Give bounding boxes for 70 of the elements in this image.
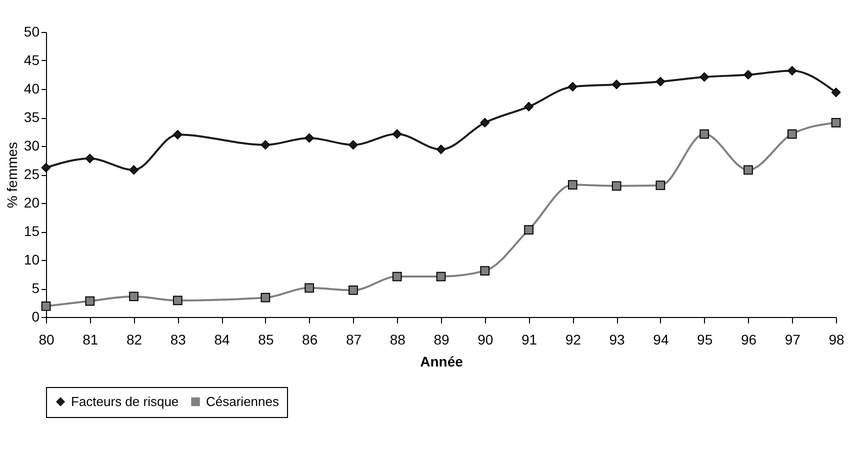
point (260, 140, 270, 150)
point (744, 70, 753, 80)
point (831, 88, 841, 98)
x-tick-label: 83 (170, 332, 186, 348)
point (568, 180, 578, 190)
y-tick-label: 15 (24, 223, 40, 239)
point (524, 225, 534, 234)
point (568, 82, 578, 92)
point (656, 76, 666, 86)
y-tick-label: 10 (24, 252, 40, 268)
x-axis-title: Année (420, 354, 464, 370)
point (787, 66, 797, 76)
point (656, 180, 666, 190)
point (392, 272, 402, 282)
y-tick-label: 20 (24, 194, 40, 210)
x-tick-label: 96 (740, 332, 757, 348)
point (129, 165, 138, 175)
point (129, 292, 138, 302)
point (348, 140, 358, 150)
point (744, 165, 753, 175)
point (260, 292, 270, 302)
point (304, 283, 314, 293)
legend-label: Facteurs de risque (71, 394, 179, 409)
x-tick-label: 88 (390, 332, 406, 348)
point (612, 80, 622, 90)
point (172, 130, 182, 140)
x-tick-label: 95 (697, 332, 713, 348)
point (85, 296, 95, 306)
point (787, 129, 797, 139)
point (480, 266, 490, 276)
point (172, 296, 182, 306)
x-tick-label: 84 (214, 332, 230, 348)
y-tick-label: 40 (24, 80, 40, 96)
x-tick-label: 89 (434, 332, 450, 348)
point (436, 272, 446, 282)
point (612, 181, 622, 191)
point (85, 154, 95, 164)
legend-label: Césariennes (206, 394, 280, 409)
point (436, 144, 446, 154)
x-tick-label: 90 (478, 332, 494, 348)
y-tick-label: 50 (24, 24, 40, 40)
x-tick-label: 85 (258, 332, 274, 348)
x-tick-label: 80 (38, 332, 54, 348)
point (524, 102, 534, 112)
x-tick-label: 86 (302, 332, 318, 348)
point (831, 118, 841, 128)
x-tick-label: 97 (784, 332, 801, 348)
x-tick-label: 92 (565, 332, 582, 348)
y-tick-label: 30 (24, 138, 40, 154)
y-axis-title: % femmes (4, 142, 20, 208)
y-tick-label: 0 (32, 308, 40, 324)
x-tick-label: 81 (82, 332, 98, 348)
x-tick-label: 87 (346, 332, 362, 348)
x-tick-label: 98 (828, 332, 844, 348)
x-tick-label: 93 (609, 332, 626, 348)
point (41, 301, 51, 311)
point (304, 133, 314, 143)
y-tick-label: 35 (24, 109, 40, 125)
x-tick-label: 82 (126, 332, 142, 348)
point (41, 162, 51, 172)
y-tick-label: 45 (24, 52, 40, 68)
point (480, 118, 490, 128)
y-tick-label: 5 (32, 280, 40, 296)
point (700, 72, 710, 82)
y-tick-label: 25 (24, 166, 40, 182)
point (392, 129, 402, 139)
point (348, 286, 358, 295)
point (700, 129, 710, 139)
x-tick-label: 91 (521, 332, 538, 348)
x-tick-label: 94 (653, 332, 669, 348)
